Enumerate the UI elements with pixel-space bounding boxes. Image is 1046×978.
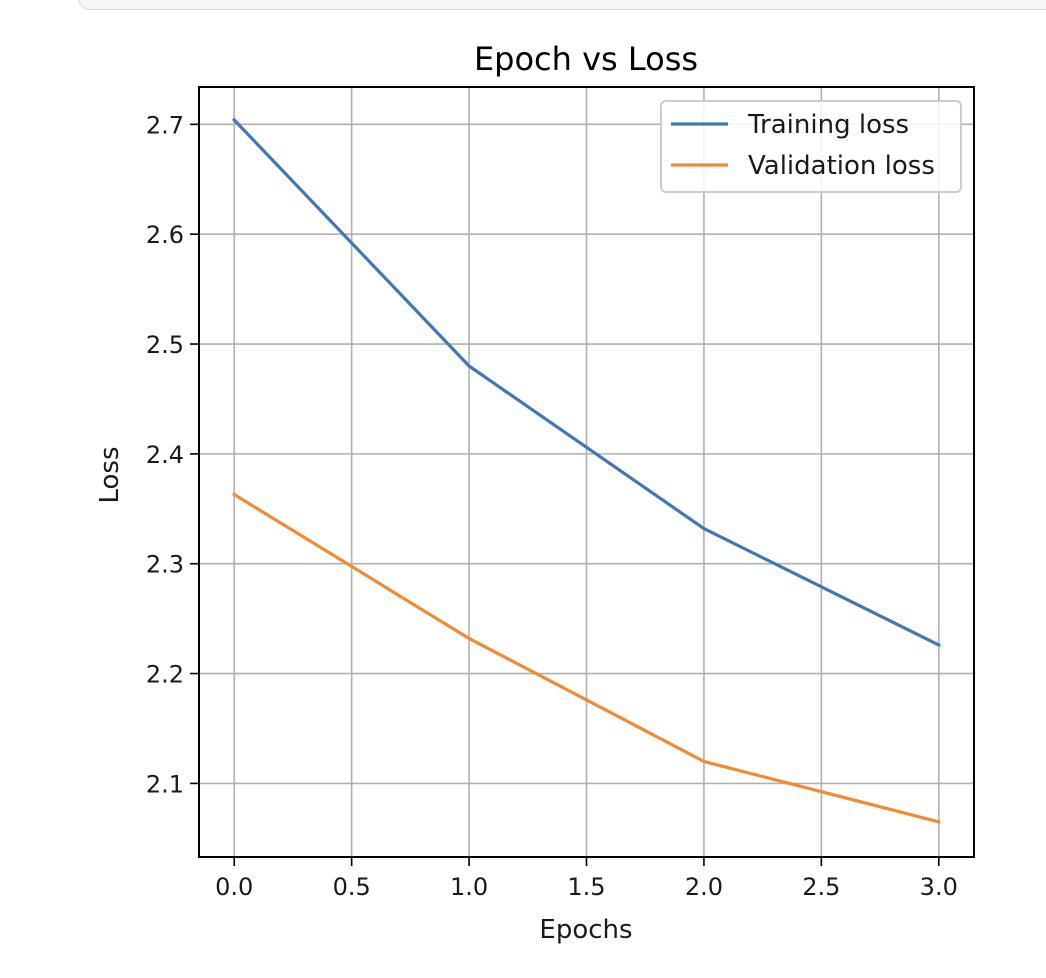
x-tick-label: 1.5 xyxy=(567,873,605,901)
x-tick-label: 0.5 xyxy=(333,873,371,901)
chart-title: Epoch vs Loss xyxy=(474,40,698,78)
series-layer xyxy=(231,117,941,824)
x-tick-label: 2.0 xyxy=(685,873,723,901)
legend: Training loss Validation loss xyxy=(660,100,962,193)
y-axis-label: Loss xyxy=(95,446,125,503)
x-axis-label: Epochs xyxy=(539,915,632,945)
y-tick-label: 2.3 xyxy=(146,551,184,579)
x-tick-label: 2.5 xyxy=(802,873,840,901)
legend-label: Training loss xyxy=(747,110,909,140)
x-tick-label: 3.0 xyxy=(920,873,958,901)
y-tick-label: 2.2 xyxy=(146,661,184,689)
x-tick-label: 1.0 xyxy=(450,873,488,901)
series-line-training-loss xyxy=(231,117,941,648)
y-tick-label: 2.6 xyxy=(146,221,184,249)
x-axis-ticks: 0.0 0.5 1.0 1.5 2.0 2.5 3.0 xyxy=(215,857,958,901)
y-tick-label: 2.7 xyxy=(146,111,184,139)
y-tick-label: 2.1 xyxy=(146,770,184,798)
grid xyxy=(199,87,974,857)
y-tick-label: 2.5 xyxy=(146,331,184,359)
legend-items: Training loss Validation loss xyxy=(671,110,935,181)
legend-label: Validation loss xyxy=(748,151,935,181)
legend-box xyxy=(660,100,962,193)
y-axis-ticks: 2.1 2.2 2.3 2.4 2.5 2.6 2.7 xyxy=(146,111,199,798)
y-tick-label: 2.4 xyxy=(146,441,184,469)
x-tick-label: 0.0 xyxy=(215,873,253,901)
series-line-validation-loss xyxy=(232,492,941,824)
